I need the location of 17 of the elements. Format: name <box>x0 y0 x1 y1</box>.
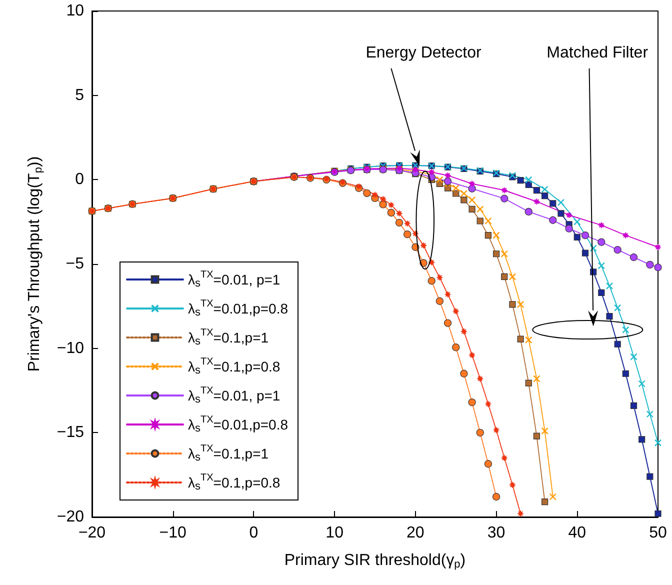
x-tick-label: 10 <box>326 524 344 542</box>
y-tick-label: −5 <box>66 256 84 272</box>
x-tick-label: 0 <box>249 524 258 542</box>
y-tick-label: 10 <box>66 2 84 20</box>
y-tick-label: −15 <box>56 424 84 442</box>
annotation: Matched Filter <box>546 44 649 62</box>
x-tick-label: −10 <box>159 524 187 542</box>
y-axis-title: Primary's Throughput (log(Tp)) <box>26 156 44 372</box>
y-tick-label: −20 <box>56 508 84 526</box>
x-tick-label: 30 <box>487 524 506 542</box>
y-tick-label: 0 <box>75 171 84 188</box>
annotation: Energy Detector <box>366 44 482 62</box>
y-tick-label: 5 <box>75 86 84 104</box>
x-tick-label: 50 <box>649 524 667 542</box>
x-tick-label: 20 <box>406 524 424 542</box>
y-tick-label: −10 <box>56 340 84 357</box>
x-tick-label: 40 <box>568 524 586 542</box>
